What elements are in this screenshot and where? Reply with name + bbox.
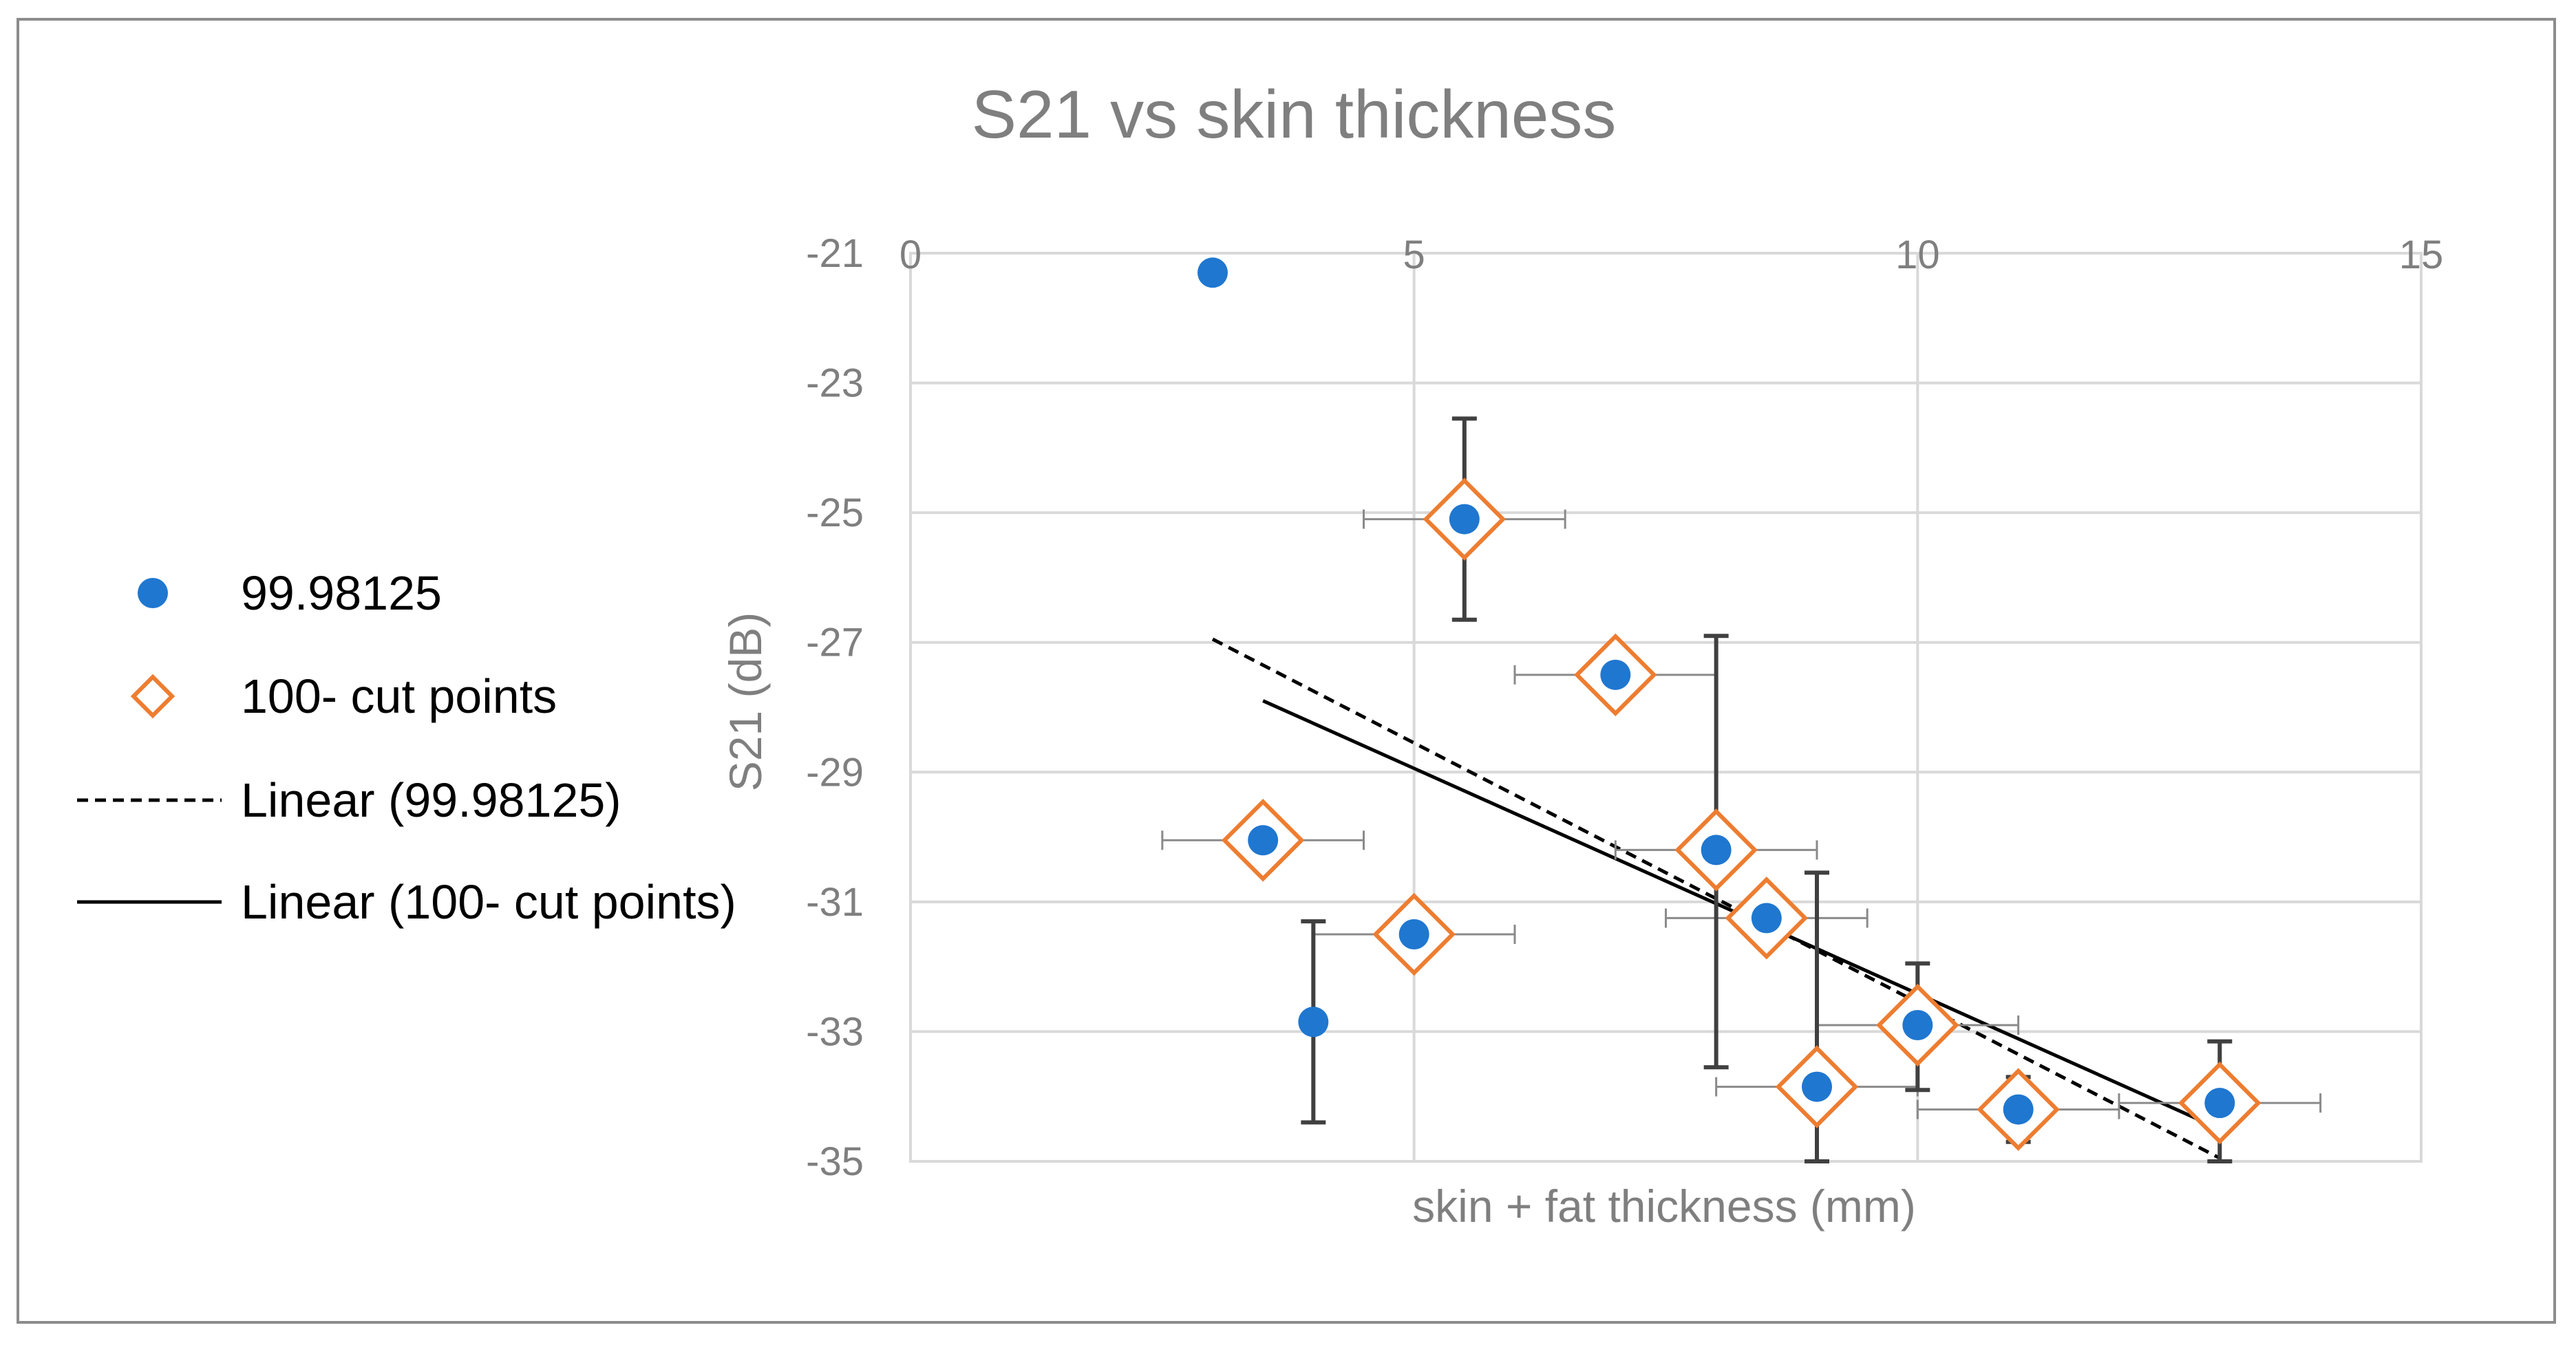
data-point-circle bbox=[1701, 835, 1732, 866]
legend-item: Linear (99.98125) bbox=[77, 773, 621, 827]
y-tick-label: -31 bbox=[806, 880, 864, 925]
y-tick-label: -29 bbox=[806, 750, 864, 795]
y-tick-label: -35 bbox=[806, 1139, 864, 1184]
legend-label: Linear (100- cut points) bbox=[241, 875, 736, 929]
data-point-circle bbox=[1398, 919, 1429, 949]
legend-diamond-icon bbox=[130, 674, 175, 719]
x-tick-label: 15 bbox=[2399, 233, 2444, 277]
legend-item: Linear (100- cut points) bbox=[77, 875, 736, 929]
x-tick-label: 10 bbox=[1895, 233, 1940, 277]
data-points bbox=[1197, 257, 2261, 1151]
gridlines bbox=[909, 252, 2423, 1163]
plot-area-border bbox=[909, 252, 2423, 1163]
x-tick-label: 0 bbox=[900, 233, 922, 277]
data-point-circle bbox=[1802, 1071, 1832, 1102]
y-tick-label: -25 bbox=[806, 491, 864, 535]
chart-title: S21 vs skin thickness bbox=[972, 76, 1617, 152]
trendline bbox=[1211, 637, 2221, 1160]
data-point-circle bbox=[2204, 1088, 2235, 1119]
x-tick-label: 5 bbox=[1403, 233, 1425, 277]
error-bars bbox=[1161, 416, 2322, 1163]
data-point-circle bbox=[1197, 257, 1228, 288]
y-axis-title: S21 (dB) bbox=[720, 612, 771, 791]
tick-labels: 0 5 10 15 -21 -23 -25 -27 -29 -31 -33 -35 bbox=[806, 231, 2443, 1184]
legend: 99.98125 100- cut points Linear (99.98125)… bbox=[77, 566, 736, 929]
y-tick-label: -23 bbox=[806, 361, 864, 406]
data-point-circle bbox=[2003, 1094, 2034, 1125]
data-point-circle bbox=[1248, 825, 1279, 856]
data-point-circle bbox=[1600, 659, 1631, 690]
data-point-circle bbox=[1902, 1010, 1933, 1040]
legend-item: 99.98125 bbox=[138, 566, 442, 620]
legend-label: Linear (99.98125) bbox=[241, 773, 621, 827]
data-point-circle bbox=[1298, 1007, 1329, 1038]
y-tick-label: -33 bbox=[806, 1009, 864, 1054]
legend-label: 99.98125 bbox=[241, 566, 442, 620]
legend-item: 100- cut points bbox=[130, 669, 557, 723]
chart-frame bbox=[17, 18, 2556, 1324]
y-tick-label: -27 bbox=[806, 621, 864, 665]
data-point-circle bbox=[1449, 504, 1480, 535]
legend-circle-icon bbox=[138, 578, 168, 608]
legend-label: 100- cut points bbox=[241, 669, 557, 723]
x-axis-title: skin + fat thickness (mm) bbox=[1412, 1181, 1916, 1232]
y-tick-label: -21 bbox=[806, 231, 864, 276]
data-point-circle bbox=[1751, 903, 1782, 934]
